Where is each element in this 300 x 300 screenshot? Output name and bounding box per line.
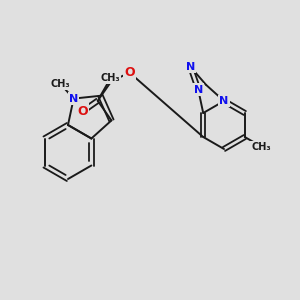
Text: CH₃: CH₃ xyxy=(101,74,120,83)
Text: O: O xyxy=(78,105,88,118)
Text: N: N xyxy=(186,62,195,72)
Text: N: N xyxy=(194,85,203,94)
Text: N: N xyxy=(219,96,229,106)
Text: CH₃: CH₃ xyxy=(251,142,271,152)
Text: N: N xyxy=(219,96,229,106)
Text: O: O xyxy=(124,66,135,79)
Text: N: N xyxy=(69,94,78,103)
Text: CH₃: CH₃ xyxy=(50,79,70,89)
